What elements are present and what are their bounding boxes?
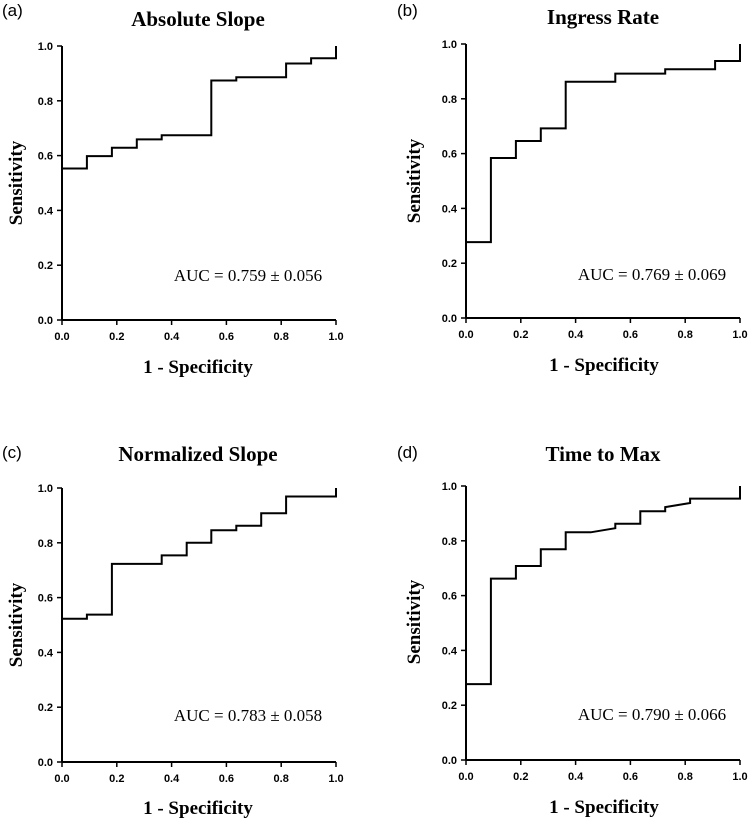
y-tick-label: 0.6 xyxy=(442,149,457,161)
y-tick-label: 0.8 xyxy=(442,94,457,106)
y-tick-label: 0.2 xyxy=(442,258,457,270)
y-tick-label: 0.4 xyxy=(442,203,458,215)
y-tick-label: 0.2 xyxy=(38,260,53,272)
y-tick-label: 0.8 xyxy=(38,538,53,550)
panel-ingress-rate: (b) Ingress Rate Sensitivity 1 - Specifi… xyxy=(397,1,748,376)
chart-title: Normalized Slope xyxy=(118,442,277,466)
y-tick-label: 1.0 xyxy=(38,41,53,53)
auc-annotation: AUC = 0.783 ± 0.058 xyxy=(174,706,322,725)
auc-annotation: AUC = 0.769 ± 0.069 xyxy=(578,265,726,284)
y-axis-label: Sensitivity xyxy=(404,138,425,223)
x-axis-label: 1 - Specificity xyxy=(549,797,659,818)
x-tick-label: 0.8 xyxy=(274,331,289,343)
y-tick-label: 0.2 xyxy=(38,702,53,714)
x-tick-label: 0.8 xyxy=(274,773,289,785)
y-ticks: 0.0 0.2 0.4 0.6 0.8 1.0 xyxy=(442,481,466,767)
panel-normalized-slope: (c) Normalized Slope Sensitivity 1 - Spe… xyxy=(2,442,344,819)
y-tick-label: 0.6 xyxy=(442,591,457,603)
x-tick-label: 0.8 xyxy=(678,329,693,341)
y-ticks: 0.0 0.2 0.4 0.6 0.8 1.0 xyxy=(38,41,62,327)
x-tick-label: 1.0 xyxy=(732,329,747,341)
chart-title: Absolute Slope xyxy=(131,7,265,31)
y-tick-label: 0.0 xyxy=(442,755,457,767)
y-tick-label: 1.0 xyxy=(442,481,457,493)
panel-label: (b) xyxy=(397,1,418,20)
panel-label: (d) xyxy=(397,443,418,462)
x-tick-label: 0.6 xyxy=(623,771,638,783)
x-tick-label: 0.0 xyxy=(54,331,69,343)
x-tick-label: 0.2 xyxy=(513,771,528,783)
x-tick-label: 1.0 xyxy=(732,771,747,783)
x-ticks: 0.0 0.2 0.4 0.6 0.8 1.0 xyxy=(54,762,344,785)
panel-absolute-slope: (a) Absolute Slope Sensitivity 1 - Speci… xyxy=(2,1,344,378)
y-axis-label: Sensitivity xyxy=(404,579,425,664)
auc-annotation: AUC = 0.790 ± 0.066 xyxy=(578,705,726,724)
panel-label: (c) xyxy=(2,443,22,462)
x-tick-label: 0.0 xyxy=(54,773,69,785)
y-tick-label: 0.4 xyxy=(442,645,458,657)
y-tick-label: 0.6 xyxy=(38,151,53,163)
chart-title: Time to Max xyxy=(545,442,661,466)
panel-label: (a) xyxy=(2,1,23,20)
x-tick-label: 0.4 xyxy=(568,771,584,783)
y-ticks: 0.0 0.2 0.4 0.6 0.8 1.0 xyxy=(38,483,62,769)
auc-annotation: AUC = 0.759 ± 0.056 xyxy=(174,266,322,285)
y-tick-label: 0.8 xyxy=(442,536,457,548)
x-tick-label: 0.0 xyxy=(458,771,473,783)
y-axis-label: Sensitivity xyxy=(6,140,27,225)
x-axis-label: 1 - Specificity xyxy=(143,798,253,819)
y-tick-label: 0.8 xyxy=(38,96,53,108)
chart-title: Ingress Rate xyxy=(547,5,659,29)
y-tick-label: 0.0 xyxy=(38,757,53,769)
y-tick-label: 0.0 xyxy=(38,315,53,327)
y-tick-label: 0.6 xyxy=(38,593,53,605)
x-tick-label: 0.4 xyxy=(568,329,584,341)
y-tick-label: 0.4 xyxy=(38,647,54,659)
panel-time-to-max: (d) Time to Max Sensitivity 1 - Specific… xyxy=(397,442,748,818)
roc-curve xyxy=(61,488,337,762)
x-tick-label: 0.2 xyxy=(109,331,124,343)
y-tick-label: 1.0 xyxy=(38,483,53,495)
x-tick-label: 1.0 xyxy=(328,331,343,343)
y-tick-label: 1.0 xyxy=(442,39,457,51)
x-tick-label: 0.2 xyxy=(109,773,124,785)
x-axis-label: 1 - Specificity xyxy=(143,357,253,378)
x-tick-label: 0.4 xyxy=(164,773,180,785)
roc-curve xyxy=(61,46,337,320)
y-axis-label: Sensitivity xyxy=(6,582,27,667)
y-ticks: 0.0 0.2 0.4 0.6 0.8 1.0 xyxy=(442,39,466,325)
x-tick-label: 0.4 xyxy=(164,331,180,343)
x-tick-label: 0.2 xyxy=(513,329,528,341)
x-tick-label: 0.6 xyxy=(623,329,638,341)
roc-curve xyxy=(465,486,741,760)
y-tick-label: 0.0 xyxy=(442,313,457,325)
y-tick-label: 0.2 xyxy=(442,700,457,712)
x-ticks: 0.0 0.2 0.4 0.6 0.8 1.0 xyxy=(458,318,748,341)
x-tick-label: 0.6 xyxy=(219,773,234,785)
x-axis-label: 1 - Specificity xyxy=(549,355,659,376)
x-tick-label: 1.0 xyxy=(328,773,343,785)
x-tick-label: 0.6 xyxy=(219,331,234,343)
x-tick-label: 0.8 xyxy=(678,771,693,783)
x-ticks: 0.0 0.2 0.4 0.6 0.8 1.0 xyxy=(458,760,748,783)
x-ticks: 0.0 0.2 0.4 0.6 0.8 1.0 xyxy=(54,320,344,343)
y-tick-label: 0.4 xyxy=(38,205,54,217)
roc-curve xyxy=(465,44,741,318)
x-tick-label: 0.0 xyxy=(458,329,473,341)
